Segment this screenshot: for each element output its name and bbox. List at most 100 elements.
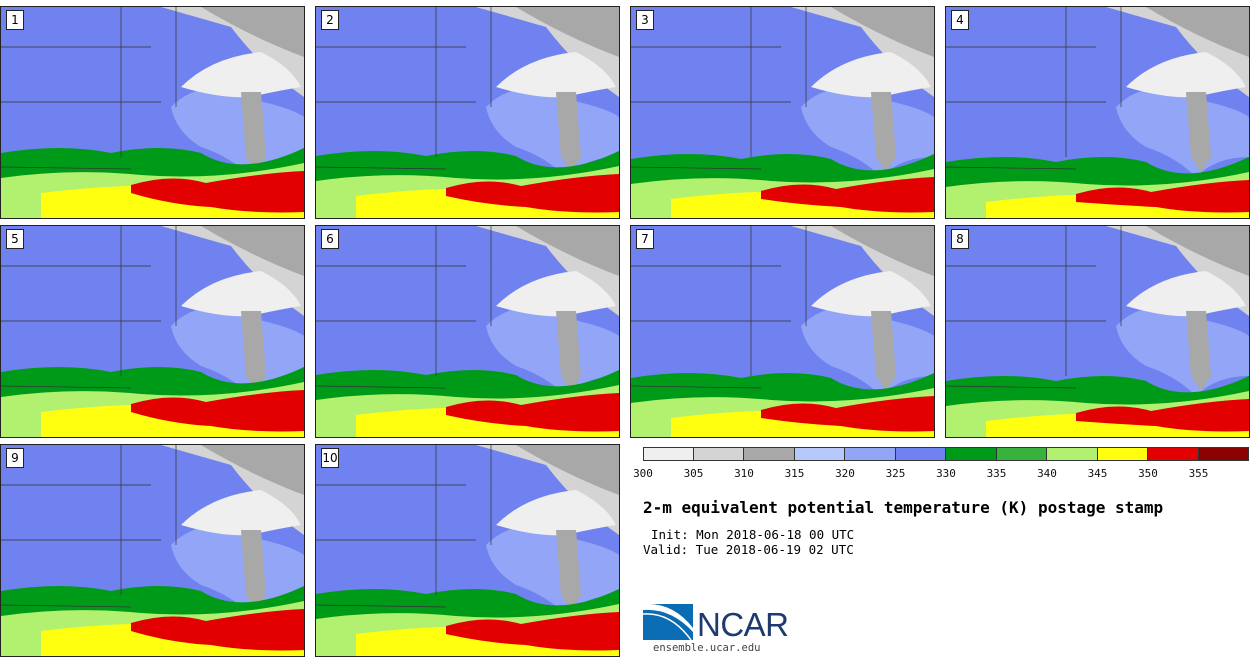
contour-region <box>1076 399 1249 432</box>
ensemble-member-map: 3 <box>630 6 935 219</box>
contour-region <box>316 7 492 170</box>
colorbar-segment <box>1097 447 1148 461</box>
contour-region <box>831 7 934 57</box>
colorbar-segment <box>895 447 946 461</box>
member-number: 2 <box>321 10 339 30</box>
contour-region <box>496 271 616 317</box>
contour-region <box>801 308 934 396</box>
colorbar-segment <box>996 447 1047 461</box>
colorbar-segment <box>794 447 845 461</box>
theta-e-field <box>631 7 934 218</box>
colorbar-tick: 320 <box>835 467 855 480</box>
contour-region <box>1116 89 1249 177</box>
contour-region <box>171 527 304 615</box>
ensemble-member-map: 5 <box>0 225 305 438</box>
contour-region <box>556 530 581 610</box>
contour-region <box>871 311 896 391</box>
contour-region <box>201 7 304 57</box>
contour-region <box>241 311 266 391</box>
colorbar-segment <box>1198 447 1249 461</box>
contour-region <box>556 311 581 391</box>
contour-region <box>831 226 934 276</box>
contour-region <box>946 7 1122 170</box>
contour-region <box>201 226 304 276</box>
init-time: Init: Mon 2018-06-18 00 UTC <box>651 527 855 542</box>
contour-region <box>486 527 619 615</box>
contour-region <box>496 52 616 98</box>
colorbar-segment <box>1148 447 1199 461</box>
contour-region <box>316 226 492 389</box>
contour-region <box>1116 308 1249 396</box>
contour-region <box>446 174 619 213</box>
contour-region <box>1186 311 1211 391</box>
contour-region <box>761 177 934 213</box>
member-number: 7 <box>636 229 654 249</box>
page-title: 2-m equivalent potential temperature (K)… <box>643 498 1164 517</box>
contour-region <box>811 271 931 317</box>
colorbar-tick: 305 <box>683 467 704 480</box>
member-number: 9 <box>6 448 24 468</box>
colorbar-tick: 330 <box>936 467 956 480</box>
member-number: 10 <box>321 448 339 468</box>
contour-region <box>241 530 266 610</box>
ensemble-member-map: 2 <box>315 6 620 219</box>
contour-region <box>516 445 619 495</box>
contour-region <box>316 445 492 608</box>
colorbar-segment <box>1047 447 1098 461</box>
theta-e-field <box>946 226 1249 437</box>
contour-region <box>1126 52 1246 98</box>
contour-region <box>1076 180 1249 213</box>
member-number: 5 <box>6 229 24 249</box>
theta-e-field <box>316 7 619 218</box>
contour-region <box>946 226 1122 389</box>
ensemble-member-map: 1 <box>0 6 305 219</box>
contour-region <box>181 490 301 536</box>
ensemble-member-map: 4 <box>945 6 1250 219</box>
contour-region <box>446 393 619 432</box>
theta-e-field <box>631 226 934 437</box>
ensemble-member-map: 6 <box>315 225 620 438</box>
contour-region <box>631 7 807 170</box>
contour-region <box>171 308 304 396</box>
member-number: 3 <box>636 10 654 30</box>
member-number: 4 <box>951 10 969 30</box>
contour-region <box>516 7 619 57</box>
contour-region <box>486 308 619 396</box>
colorbar-tick: 335 <box>986 467 1007 480</box>
colorbar-tick: 315 <box>784 467 805 480</box>
contour-region <box>516 226 619 276</box>
theta-e-field <box>316 226 619 437</box>
colorbar-segment <box>693 447 744 461</box>
contour-region <box>131 609 304 651</box>
valid-time: Valid: Tue 2018-06-19 02 UTC <box>643 542 854 557</box>
contour-region <box>1186 92 1211 172</box>
contour-region <box>241 92 266 172</box>
colorbar-tick: 325 <box>885 467 906 480</box>
ensemble-member-map: 10 <box>315 444 620 657</box>
colorbar-tick: 340 <box>1037 467 1057 480</box>
contour-region <box>1 445 177 608</box>
ensemble-member-map: 7 <box>630 225 935 438</box>
contour-region <box>871 92 896 172</box>
colorbar-tick: 350 <box>1138 467 1158 480</box>
contour-region <box>631 226 807 389</box>
colorbar-segment <box>643 447 694 461</box>
contour-region <box>1126 271 1246 317</box>
contour-region <box>1 7 177 170</box>
theta-e-field <box>946 7 1249 218</box>
contour-region <box>811 52 931 98</box>
colorbar-tick: 310 <box>734 467 754 480</box>
contour-region <box>131 171 304 213</box>
colorbar-tick: 345 <box>1087 467 1108 480</box>
logo-wordmark: NCAR <box>697 606 789 643</box>
contour-region <box>1146 226 1249 276</box>
contour-region <box>446 612 619 651</box>
ensemble-member-map: 8 <box>945 225 1250 438</box>
member-number: 6 <box>321 229 339 249</box>
contour-region <box>761 396 934 432</box>
contour-region <box>181 52 301 98</box>
theta-e-field <box>1 7 304 218</box>
colorbar-tick: 300 <box>633 467 653 480</box>
contour-region <box>201 445 304 495</box>
colorbar-tick: 355 <box>1188 467 1209 480</box>
